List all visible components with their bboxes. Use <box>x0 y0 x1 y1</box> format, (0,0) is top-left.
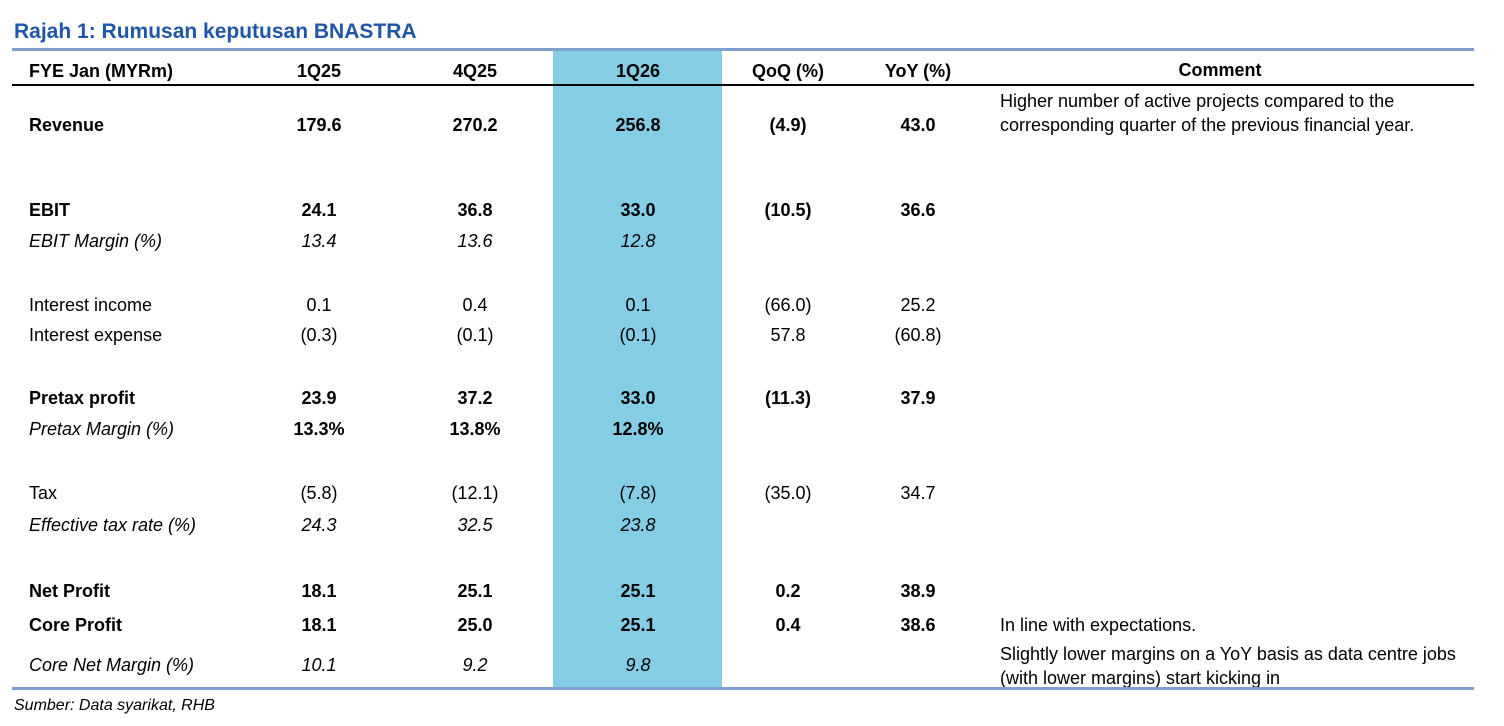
header-col-1q25: 1Q25 <box>296 61 342 81</box>
table-cell: 9.2 <box>462 655 488 675</box>
comment-revenue: Higher number of active projects compare… <box>1000 91 1415 135</box>
table-cell: 33.0 <box>620 388 656 408</box>
bottom-rule <box>12 687 1474 690</box>
table-cell: 23.8 <box>620 515 656 535</box>
current-quarter-highlight <box>553 51 722 687</box>
row-label-interest-income: Interest income <box>29 295 153 315</box>
table-cell: 38.9 <box>900 581 936 601</box>
table-cell: (60.8) <box>894 325 942 345</box>
comment-core-profit: In line with expectations. <box>1000 615 1197 635</box>
table-cell: 9.8 <box>625 655 651 675</box>
table-cell: 0.1 <box>306 295 332 315</box>
table-cell: 36.6 <box>900 200 936 220</box>
header-col-yoy: YoY (%) <box>884 61 952 81</box>
table-cell: (4.9) <box>769 115 807 135</box>
comment-core-margin: Slightly lower margins on a YoY basis as… <box>1000 644 1456 688</box>
table-cell: 25.2 <box>900 295 936 315</box>
row-label-net-profit: Net Profit <box>29 581 110 601</box>
header-rule <box>12 84 1474 86</box>
table-cell: 34.7 <box>900 483 936 503</box>
row-label-effective-tax-rate: Effective tax rate (%) <box>29 515 197 535</box>
table-cell: (0.3) <box>300 325 338 345</box>
row-label-revenue: Revenue <box>29 115 105 135</box>
table-cell: 270.2 <box>452 115 498 135</box>
table-cell: 24.1 <box>301 200 337 220</box>
table-cell: 38.6 <box>900 615 936 635</box>
table-cell: 12.8 <box>620 231 656 251</box>
table-cell: (66.0) <box>764 295 812 315</box>
table-cell: 25.0 <box>457 615 493 635</box>
row-label-pretax-margin: Pretax Margin (%) <box>29 419 175 439</box>
table-cell: 37.2 <box>457 388 493 408</box>
table-cell: 13.3% <box>293 419 345 439</box>
source-note: Sumber: Data syarikat, RHB <box>14 697 215 714</box>
table-cell: 12.8% <box>612 419 664 439</box>
header-comment: Comment <box>1178 60 1262 80</box>
header-col-4q25: 4Q25 <box>452 61 498 81</box>
table-cell: 18.1 <box>301 581 337 601</box>
table-cell: 24.3 <box>301 515 337 535</box>
row-label-core-profit: Core Profit <box>29 615 123 635</box>
header-label: FYE Jan (MYRm) <box>29 61 174 81</box>
table-cell: (35.0) <box>764 483 812 503</box>
row-label-pretax-profit: Pretax profit <box>29 388 136 408</box>
table-cell: 13.4 <box>301 231 337 251</box>
table-cell: 0.4 <box>462 295 488 315</box>
table-cell: (0.1) <box>456 325 494 345</box>
header-col-qoq: QoQ (%) <box>752 61 824 81</box>
table-cell: (12.1) <box>451 483 499 503</box>
table-cell: 179.6 <box>296 115 342 135</box>
top-rule <box>12 48 1474 51</box>
table-cell: (7.8) <box>619 483 657 503</box>
table-cell: 10.1 <box>301 655 337 675</box>
table-cell: 25.1 <box>620 615 656 635</box>
row-label-ebit-margin: EBIT Margin (%) <box>29 231 163 251</box>
row-label-tax: Tax <box>29 483 58 503</box>
table-cell: 0.2 <box>775 581 801 601</box>
table-cell: 37.9 <box>900 388 936 408</box>
table-cell: (10.5) <box>764 200 812 220</box>
table-cell: 23.9 <box>301 388 337 408</box>
table-cell: 25.1 <box>620 581 656 601</box>
header-col-1q26: 1Q26 <box>615 61 661 81</box>
table-cell: 36.8 <box>457 200 493 220</box>
table-cell: 13.6 <box>457 231 493 251</box>
table-cell: 32.5 <box>457 515 493 535</box>
table-cell: (0.1) <box>619 325 657 345</box>
row-label-core-net-margin: Core Net Margin (%) <box>29 655 195 675</box>
row-label-interest-expense: Interest expense <box>29 325 163 345</box>
table-cell: 0.1 <box>625 295 651 315</box>
figure-title: Rajah 1: Rumusan keputusan BNASTRA <box>14 20 417 43</box>
row-label-ebit: EBIT <box>29 200 71 220</box>
table-cell: (5.8) <box>300 483 338 503</box>
table-cell: 13.8% <box>449 419 501 439</box>
table-cell: 33.0 <box>620 200 656 220</box>
table-cell: 18.1 <box>301 615 337 635</box>
table-cell: 25.1 <box>457 581 493 601</box>
table-cell: 57.8 <box>770 325 806 345</box>
table-cell: (11.3) <box>764 388 812 408</box>
table-cell: 43.0 <box>900 115 936 135</box>
table-cell: 0.4 <box>775 615 801 635</box>
table-cell: 256.8 <box>615 115 661 135</box>
